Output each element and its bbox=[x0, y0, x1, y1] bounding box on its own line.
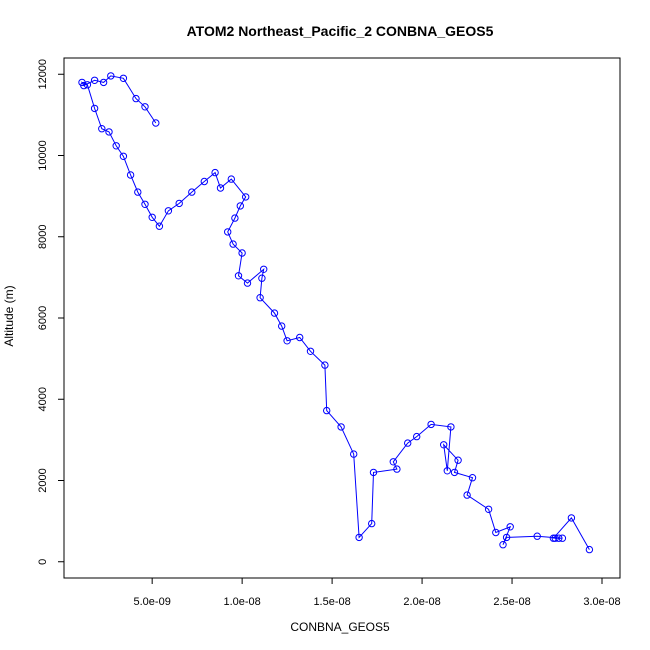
data-point bbox=[134, 188, 142, 196]
y-tick-label: 4000 bbox=[37, 387, 49, 411]
x-axis-label: CONBNA_GEOS5 bbox=[290, 620, 390, 634]
series-line bbox=[80, 75, 590, 550]
data-point bbox=[533, 532, 541, 540]
x-tick-label: 2.0e-08 bbox=[403, 596, 440, 608]
data-point bbox=[447, 423, 455, 431]
data-point bbox=[323, 406, 331, 415]
data-point bbox=[234, 272, 243, 280]
data-point bbox=[126, 171, 135, 179]
data-point bbox=[90, 104, 99, 113]
data-point bbox=[283, 337, 291, 345]
data-point bbox=[229, 240, 237, 248]
data-point bbox=[369, 468, 378, 477]
data-point bbox=[152, 119, 160, 127]
data-point bbox=[440, 441, 448, 449]
data-point bbox=[188, 188, 196, 196]
data-point bbox=[413, 432, 421, 441]
data-point bbox=[551, 534, 559, 542]
data-point bbox=[164, 207, 173, 215]
data-point bbox=[567, 514, 576, 522]
data-point bbox=[270, 309, 279, 317]
data-point bbox=[443, 467, 451, 475]
data-point bbox=[558, 534, 567, 542]
data-point bbox=[98, 125, 106, 133]
x-tick-label: 3.0e-08 bbox=[583, 596, 620, 608]
data-point bbox=[112, 142, 120, 150]
x-tick-label: 1.0e-08 bbox=[223, 596, 260, 608]
data-point bbox=[141, 200, 149, 209]
data-point bbox=[90, 76, 99, 85]
data-point bbox=[296, 333, 304, 342]
data-point bbox=[80, 81, 88, 90]
data-point bbox=[499, 541, 507, 549]
data-point bbox=[242, 193, 250, 201]
data-point bbox=[468, 474, 477, 482]
x-tick-label: 1.5e-08 bbox=[313, 596, 350, 608]
y-tick-label: 12000 bbox=[37, 59, 49, 90]
data-point bbox=[243, 279, 252, 287]
data-point bbox=[200, 177, 209, 186]
data-point bbox=[236, 202, 245, 210]
data-point bbox=[502, 533, 511, 542]
data-point bbox=[216, 184, 225, 192]
data-point bbox=[389, 458, 397, 466]
y-tick-label: 6000 bbox=[37, 306, 49, 330]
y-tick-label: 8000 bbox=[37, 225, 49, 249]
data-point bbox=[450, 468, 459, 477]
y-axis: 0 2000 4000 6000 8000 10000 12000 bbox=[37, 59, 65, 565]
data-point bbox=[368, 519, 376, 528]
data-point bbox=[105, 128, 113, 136]
plot-area bbox=[63, 57, 621, 579]
data-point bbox=[119, 152, 128, 161]
data-point bbox=[231, 214, 239, 222]
x-axis: 5.0e-09 1.0e-08 1.5e-08 2.0e-08 2.5e-08 3.0e-… bbox=[134, 577, 621, 608]
data-series bbox=[78, 72, 594, 554]
data-point bbox=[492, 528, 500, 537]
data-point bbox=[321, 361, 329, 369]
data-point bbox=[427, 420, 435, 429]
data-point bbox=[148, 213, 156, 222]
data-point bbox=[278, 322, 286, 330]
data-point bbox=[256, 294, 264, 302]
y-tick-label: 10000 bbox=[37, 140, 49, 171]
data-point bbox=[404, 439, 412, 447]
x-tick-label: 5.0e-09 bbox=[134, 596, 171, 608]
data-point bbox=[132, 94, 140, 103]
data-point bbox=[155, 222, 164, 230]
chart-title: ATOM2 Northeast_Pacific_2 CONBNA_GEOS5 bbox=[187, 23, 494, 39]
data-point bbox=[355, 533, 363, 542]
data-point bbox=[463, 491, 471, 499]
y-tick-label: 0 bbox=[37, 559, 49, 565]
data-point bbox=[211, 168, 219, 177]
data-point bbox=[555, 534, 563, 542]
data-point bbox=[506, 523, 514, 531]
data-point bbox=[258, 274, 266, 282]
data-point bbox=[585, 545, 594, 554]
data-point bbox=[454, 456, 462, 464]
data-point bbox=[227, 175, 236, 183]
data-point bbox=[141, 103, 149, 111]
data-point bbox=[107, 72, 115, 80]
data-point bbox=[306, 347, 315, 355]
data-point bbox=[484, 505, 493, 513]
data-point bbox=[224, 228, 232, 236]
data-point bbox=[175, 199, 183, 208]
y-tick-label: 2000 bbox=[37, 468, 49, 492]
data-point bbox=[350, 450, 358, 458]
data-point bbox=[99, 78, 108, 87]
data-point bbox=[393, 465, 401, 473]
data-point bbox=[260, 265, 268, 273]
x-tick-label: 2.5e-08 bbox=[493, 596, 530, 608]
data-point bbox=[238, 249, 246, 257]
data-point bbox=[119, 74, 128, 83]
y-axis-label: Altitude (m) bbox=[2, 285, 16, 346]
data-point bbox=[337, 423, 345, 431]
